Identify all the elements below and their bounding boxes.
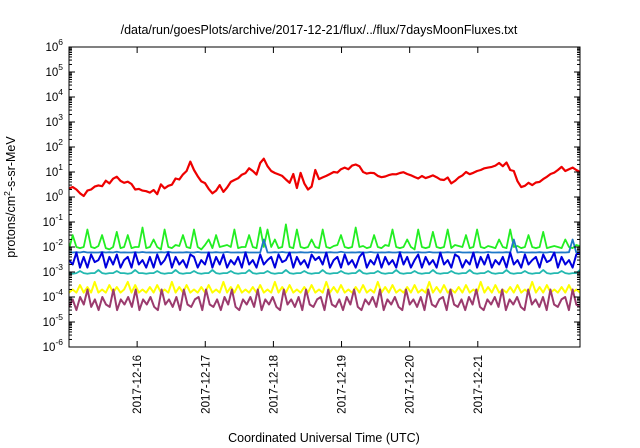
x-tick-label: 2017-12-17 — [200, 355, 212, 414]
y-tick-label: 106 — [45, 37, 63, 54]
y-tick-label: 10-2 — [43, 237, 64, 254]
y-tick-label: 10-6 — [43, 337, 64, 354]
y-tick-label: 10-1 — [43, 212, 64, 229]
y-axis-label: protons/cm2-s-sr-MeV — [2, 136, 18, 258]
x-tick-label: 2017-12-16 — [132, 355, 144, 414]
y-tick-label: 102 — [45, 137, 63, 154]
chart-title: /data/run/goesPlots/archive/2017-12-21/f… — [121, 23, 518, 37]
x-tick-label: 2017-12-19 — [337, 355, 349, 414]
y-axis: 10-6 10-5 10-4 10-3 10-2 10-1 100 101 102 103 104 1… — [43, 37, 580, 354]
x-tick-label: 2017-12-21 — [473, 355, 485, 414]
series-line-1 — [69, 157, 580, 198]
series-line-7 — [69, 288, 580, 312]
y-tick-label: 100 — [45, 187, 63, 204]
y-tick-label: 10-5 — [43, 312, 64, 329]
x-tick-label: 2017-12-20 — [405, 355, 417, 414]
series-line-3 — [69, 238, 580, 254]
series-line-4 — [69, 251, 580, 269]
series-line-2 — [69, 223, 580, 251]
y-tick-label: 103 — [45, 112, 63, 129]
x-axis-label: Coordinated Universal Time (UTC) — [228, 431, 420, 445]
y-tick-label: 104 — [45, 87, 63, 104]
y-tick-label: 101 — [45, 162, 63, 179]
y-tick-label: 105 — [45, 62, 63, 79]
y-tick-label: 10-4 — [43, 287, 64, 304]
series-layer — [69, 157, 580, 312]
series-line-5 — [69, 269, 580, 275]
y-tick-label: 10-3 — [43, 262, 64, 279]
x-tick-label: 2017-12-18 — [268, 355, 280, 414]
x-axis: 2017-12-16 2017-12-17 2017-12-18 2017-12-19… — [132, 47, 485, 414]
series-line-6 — [69, 280, 580, 294]
